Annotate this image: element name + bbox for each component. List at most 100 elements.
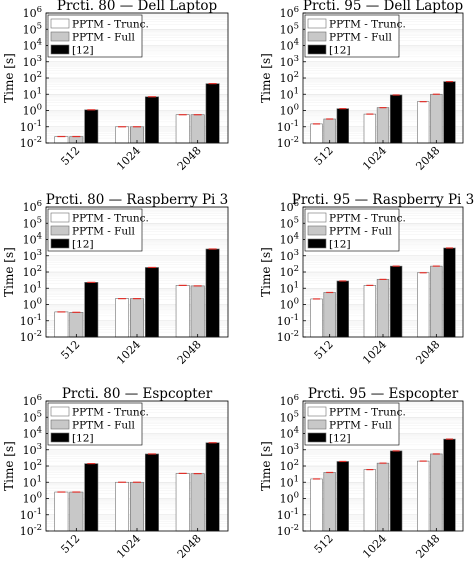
bar-ref12-1024 (389, 94, 403, 144)
bar-trunc-512 (54, 311, 69, 338)
y-tick-label: 100 (280, 297, 299, 312)
plot-frame (45, 206, 229, 338)
x-tick-label: 1024 (360, 338, 389, 367)
bar-full-2048 (430, 93, 443, 144)
y-tick-label: 10-1 (20, 119, 42, 134)
panel-title: Prcti. 80 — Espcopter (62, 386, 213, 402)
bar-trunc-512 (54, 491, 69, 532)
legend-entry: PPTM - Trunc. (72, 407, 149, 419)
bar-ref12-2048 (443, 438, 456, 532)
legend-entry: PPTM - Full (329, 32, 393, 44)
x-tick-label: 512 (58, 338, 82, 362)
y-tick-label: 102 (23, 458, 42, 473)
x-tick-label: 512 (58, 532, 82, 556)
x-tick-label: 2048 (413, 144, 442, 173)
bar-ref12-2048 (205, 442, 220, 532)
bar-ref12-512 (84, 282, 99, 338)
panel-title: Prcti. 80 — Dell Laptop (57, 0, 217, 14)
panel-title: Prcti. 95 — Raspberry Pi 3 (292, 192, 474, 208)
legend-entry: PPTM - Full (72, 32, 136, 44)
y-tick-label: 10-2 (277, 135, 299, 150)
bar-ref12-1024 (389, 265, 403, 338)
bar-ref12-2048 (205, 83, 220, 144)
bar-trunc-512 (310, 478, 323, 532)
bar-ref12-1024 (389, 450, 403, 532)
bar-ref12-1024 (144, 453, 159, 532)
y-tick-label: 100 (280, 491, 299, 506)
panel-title: Prcti. 80 — Raspberry Pi 3 (46, 192, 229, 208)
plot-frame (302, 206, 464, 338)
legend-swatch (307, 44, 327, 55)
bar-full-2048 (190, 285, 205, 338)
x-tick-label: 2048 (175, 532, 204, 560)
bar-full-2048 (430, 453, 443, 532)
y-tick-label: 102 (280, 458, 299, 473)
y-tick-label: 103 (280, 54, 299, 69)
y-tick-label: 102 (23, 70, 42, 85)
panel-title: Prcti. 95 — Dell Laptop (303, 0, 463, 14)
bar-full-512 (323, 118, 336, 144)
y-tick-label: 10-2 (20, 329, 42, 344)
bar-full-1024 (130, 298, 144, 338)
legend-swatch (50, 432, 70, 443)
y-tick-label: 10-1 (277, 507, 299, 522)
y-tick-label: 106 (23, 5, 42, 20)
y-tick-label: 103 (280, 442, 299, 457)
y-tick-label: 106 (23, 393, 42, 408)
bar-trunc-2048 (417, 460, 430, 532)
y-axis-label: Time [s] (2, 247, 16, 297)
y-tick-label: 106 (280, 393, 299, 408)
x-tick-label: 1024 (114, 532, 143, 560)
plot-frame (302, 400, 464, 532)
bar-trunc-512 (310, 298, 323, 338)
y-tick-label: 101 (23, 474, 42, 489)
bar-ref12-2048 (205, 248, 220, 338)
bar-full-1024 (376, 462, 390, 532)
bar-ref12-1024 (144, 267, 159, 338)
y-tick-label: 10-1 (20, 313, 42, 328)
bar-ref12-2048 (443, 81, 456, 144)
bar-full-512 (69, 491, 84, 532)
legend-entry: PPTM - Full (72, 226, 136, 238)
y-tick-label: 100 (23, 491, 42, 506)
y-tick-label: 103 (23, 54, 42, 69)
legend-swatch (50, 44, 70, 55)
y-tick-label: 103 (280, 248, 299, 263)
legend-swatch (307, 432, 327, 443)
bar-trunc-1024 (363, 285, 377, 338)
bar-full-2048 (190, 473, 205, 532)
bar-trunc-1024 (363, 469, 377, 532)
x-tick-label: 512 (312, 144, 336, 168)
bar-trunc-2048 (417, 272, 430, 338)
y-axis-label: Time [s] (259, 247, 273, 297)
bar-ref12-512 (84, 109, 99, 144)
y-tick-label: 100 (23, 297, 42, 312)
y-tick-label: 100 (280, 103, 299, 118)
legend-swatch (50, 212, 70, 223)
bar-full-2048 (190, 114, 205, 144)
y-tick-label: 105 (23, 215, 42, 230)
y-tick-label: 104 (23, 38, 42, 53)
y-tick-label: 102 (280, 70, 299, 85)
bar-full-512 (323, 472, 336, 532)
legend-entry: [12] (329, 239, 351, 251)
y-axis-label: Time [s] (2, 441, 16, 491)
bar-full-512 (323, 292, 336, 338)
legend-swatch (307, 419, 327, 430)
y-tick-label: 105 (280, 21, 299, 36)
y-tick-label: 105 (280, 409, 299, 424)
x-tick-label: 512 (312, 338, 336, 362)
legend-entry: [12] (72, 239, 94, 251)
bar-ref12-2048 (443, 247, 456, 338)
y-axis-label: Time [s] (259, 53, 273, 103)
legend-entry: PPTM - Trunc. (329, 407, 406, 419)
y-tick-label: 102 (23, 264, 42, 279)
legend-swatch (307, 31, 327, 42)
y-tick-label: 10-2 (277, 329, 299, 344)
bar-full-1024 (130, 481, 144, 532)
y-tick-label: 101 (280, 280, 299, 295)
